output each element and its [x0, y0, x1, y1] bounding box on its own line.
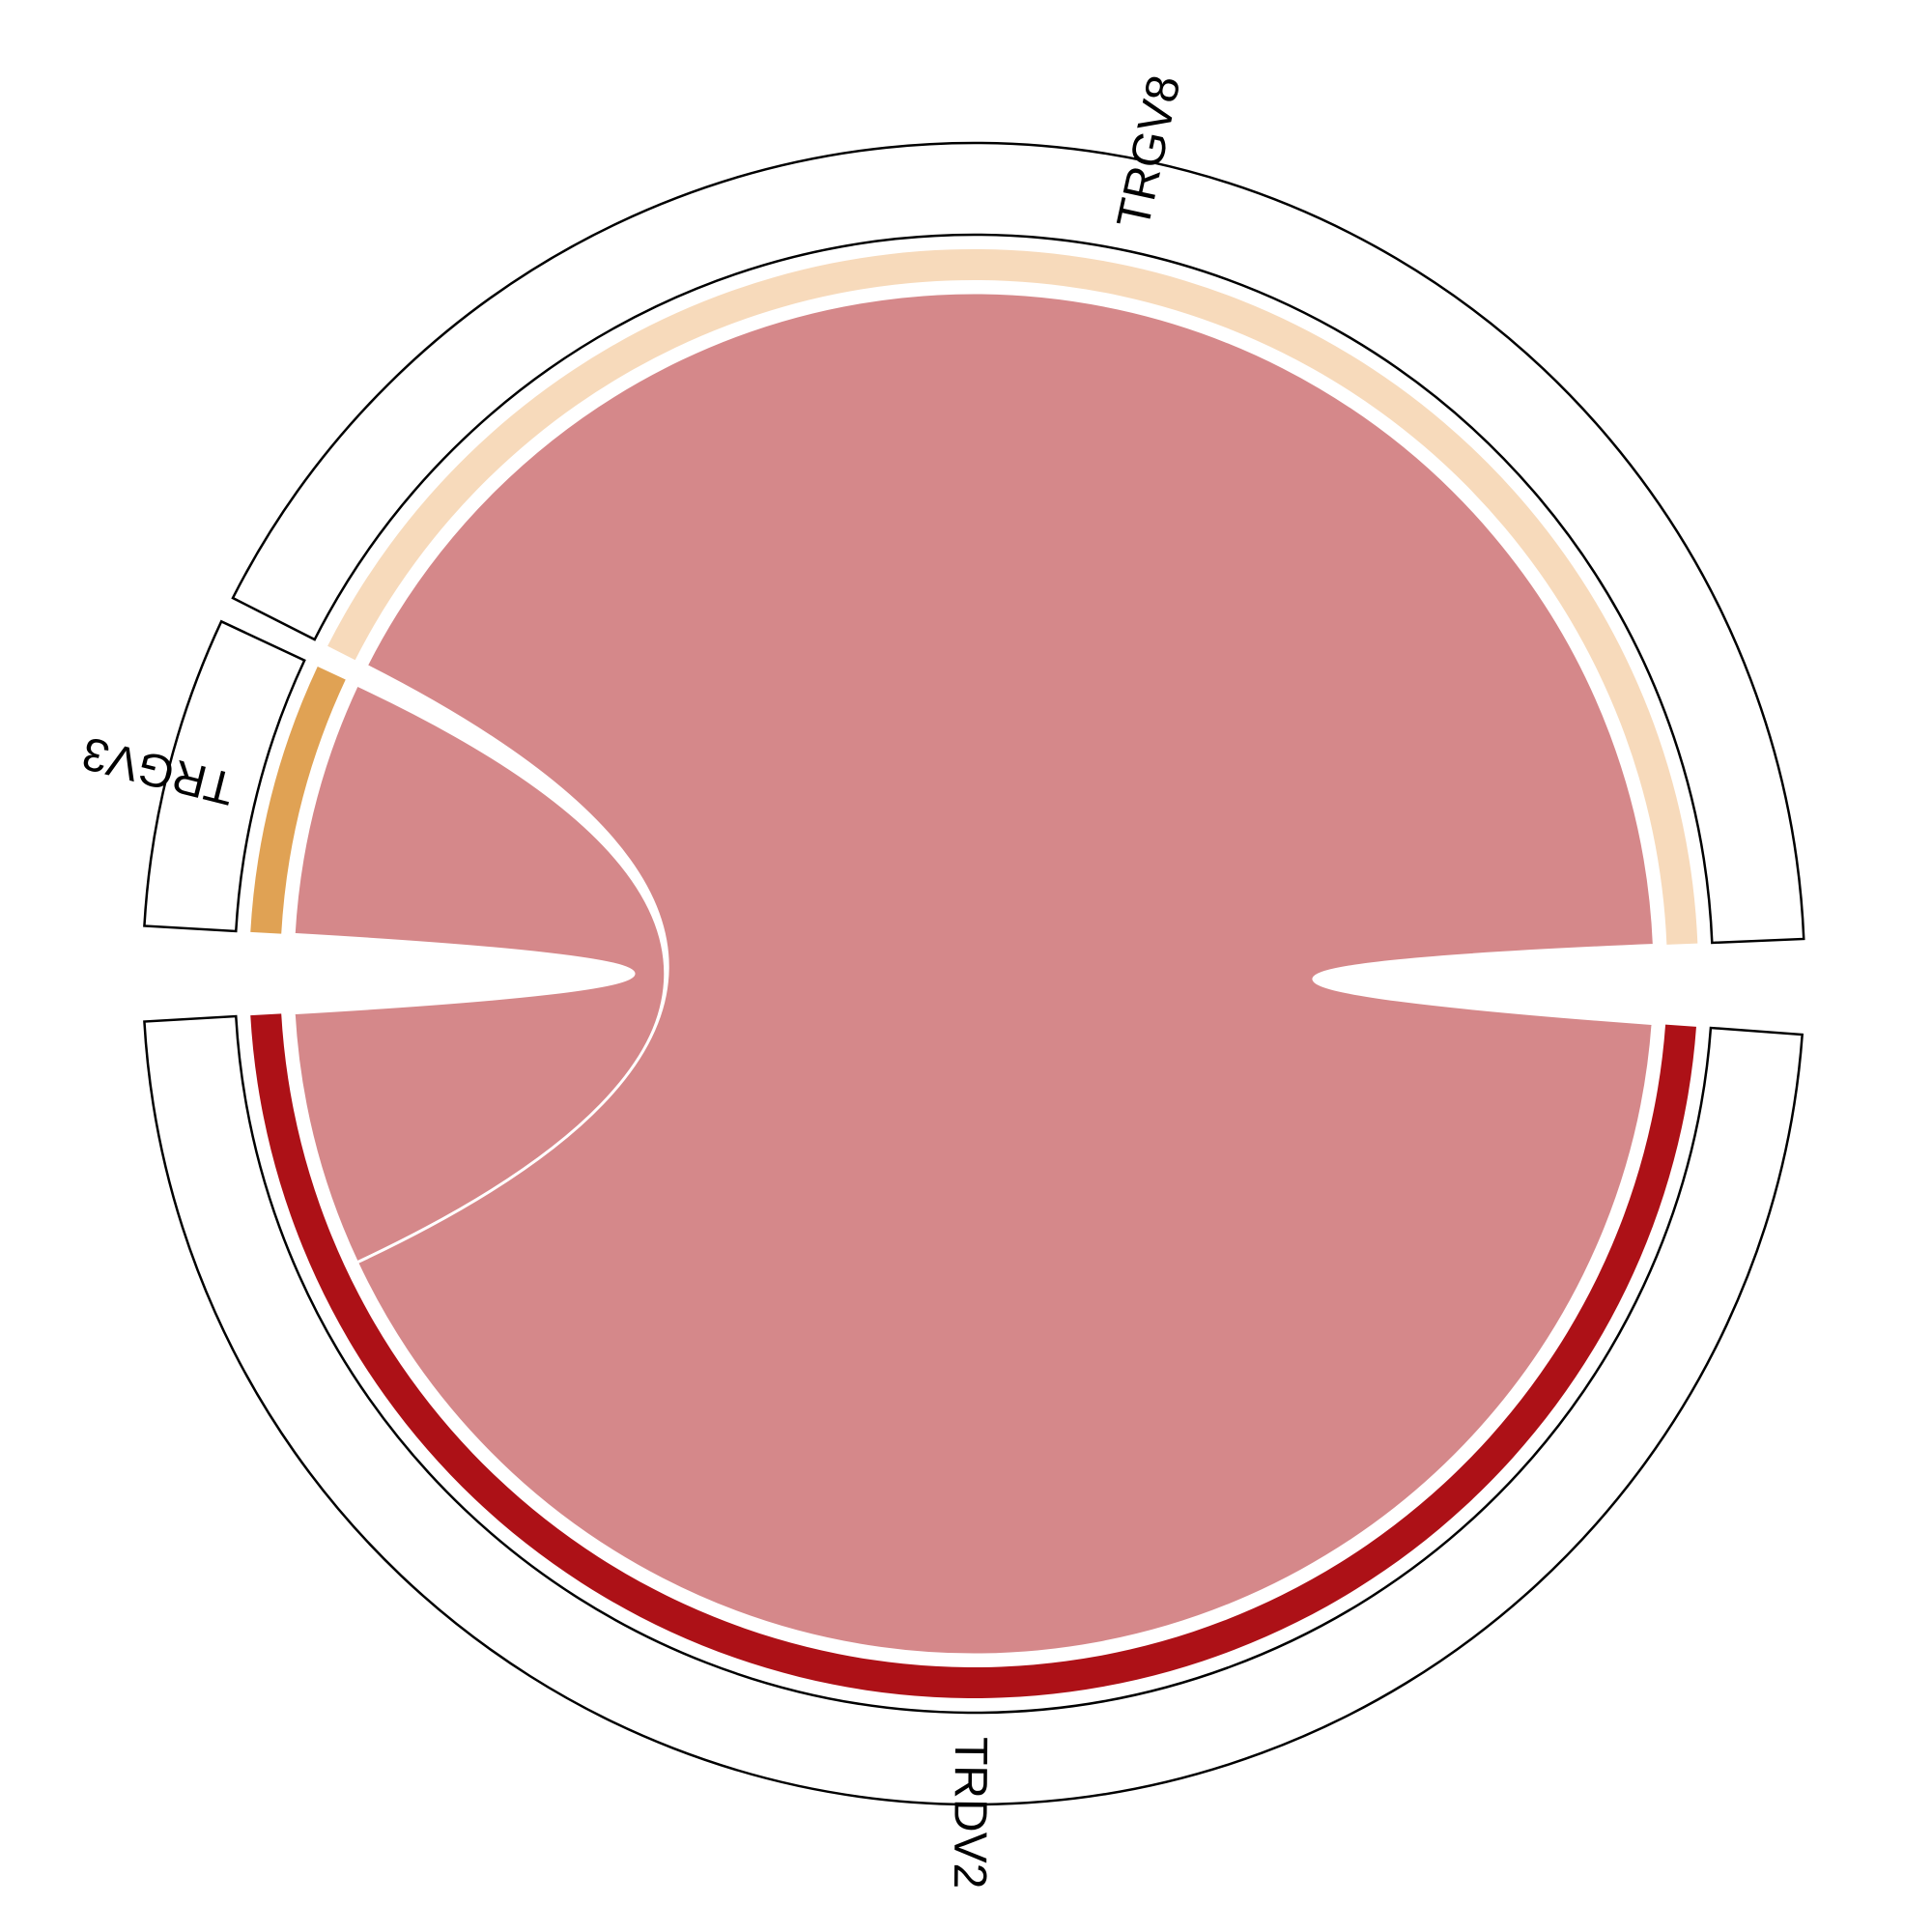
sector-band-trgv3	[250, 666, 346, 934]
links	[292, 291, 1656, 1657]
label-track-trdv2	[143, 1014, 1804, 1806]
link-trgv8-trdv2	[355, 291, 1656, 1657]
sector-bands	[250, 248, 1698, 1698]
label-track	[143, 141, 1805, 1806]
label-track-trgv3	[143, 619, 306, 933]
sector-label-trdv2: TRDV2	[944, 1737, 996, 1889]
label-track-trgv8	[231, 141, 1805, 945]
